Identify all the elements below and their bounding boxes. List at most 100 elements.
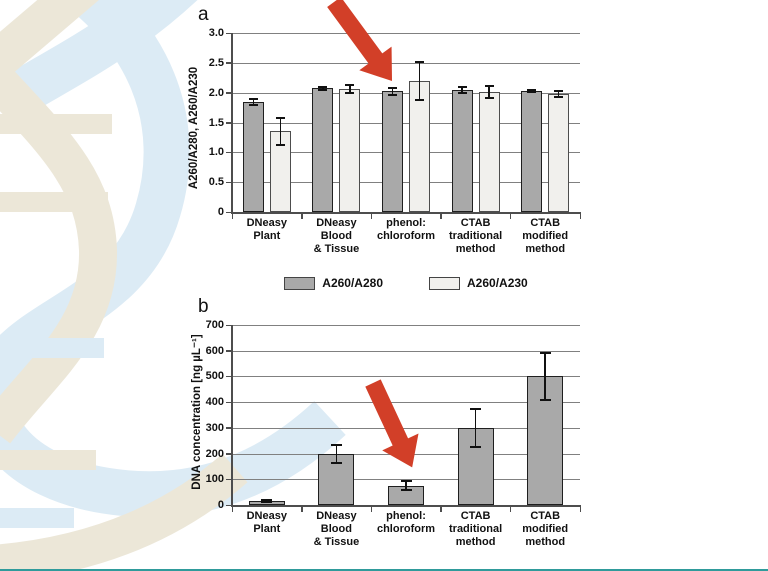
legend-label: A260/A280 xyxy=(322,276,383,290)
category-label-line: traditional xyxy=(449,230,503,242)
gridline xyxy=(232,122,580,124)
x-tick xyxy=(370,212,373,219)
category-label-line: Blood xyxy=(320,523,352,535)
category-label-line: method xyxy=(455,243,496,255)
x-tick xyxy=(509,505,512,512)
category-label-line: CTAB xyxy=(530,217,561,229)
category-label-line: chloroform xyxy=(376,523,436,535)
error-cap xyxy=(457,85,467,88)
category-label: CTAB traditional method xyxy=(430,510,522,549)
category-label: CTAB traditional method xyxy=(430,217,522,256)
error-bar xyxy=(279,117,282,146)
category-label-line: phenol: xyxy=(386,217,426,229)
error-cap xyxy=(484,97,494,100)
error-cap xyxy=(457,91,467,94)
error-cap xyxy=(415,60,424,63)
error-bar xyxy=(335,444,338,463)
error-cap xyxy=(388,86,397,89)
gridline xyxy=(232,182,580,184)
x-tick xyxy=(579,505,581,512)
error-cap xyxy=(318,88,328,91)
x-axis-line xyxy=(231,212,580,214)
error-bar xyxy=(418,61,421,100)
error-cap xyxy=(400,489,412,492)
gridline xyxy=(232,92,580,94)
y-axis-line xyxy=(231,325,233,505)
bar-A260A230-3 xyxy=(478,92,500,212)
bar-A260A280-2 xyxy=(382,91,403,212)
error-bar xyxy=(391,87,394,96)
x-tick xyxy=(579,212,581,219)
x-axis-line xyxy=(231,505,580,507)
error-cap xyxy=(539,352,551,355)
helix-strand-icon xyxy=(10,0,198,112)
error-cap xyxy=(345,83,355,86)
y-tick-label: 700 xyxy=(205,319,224,331)
error-cap xyxy=(248,97,258,100)
category-label-line: phenol: xyxy=(386,510,426,522)
red-arrow-a-icon xyxy=(327,0,393,81)
category-label-line: modified xyxy=(522,230,569,242)
error-cap xyxy=(261,501,273,504)
category-label-line: CTAB xyxy=(460,217,491,229)
category-label: CTAB modified method xyxy=(499,217,591,256)
error-cap xyxy=(539,398,551,401)
legend-swatch xyxy=(284,276,316,290)
red-arrow-b-icon xyxy=(365,379,419,468)
bottom-edge-line xyxy=(0,568,768,571)
x-tick xyxy=(440,505,442,512)
category-label: phenol: chloroform xyxy=(360,217,452,243)
legend-item: A260/A230 xyxy=(429,276,528,290)
error-cap xyxy=(527,88,537,91)
gridline xyxy=(232,325,580,326)
error-cap xyxy=(330,461,342,464)
y-axis-title: DNA concentration [ng µL⁻¹] xyxy=(191,334,203,490)
category-label-line: method xyxy=(525,536,566,548)
helix-rung-icon xyxy=(0,114,112,134)
error-cap xyxy=(275,116,285,119)
category-label-line: chloroform xyxy=(376,230,436,242)
error-cap xyxy=(345,92,355,95)
error-cap xyxy=(470,407,482,410)
bar-A260A230-1 xyxy=(339,89,361,212)
category-label-line: method xyxy=(525,243,566,255)
error-bar xyxy=(557,91,560,98)
category-label-line: & Tissue xyxy=(313,243,360,255)
legend-label: A260/A230 xyxy=(467,276,528,290)
gridline xyxy=(232,479,580,481)
error-bar xyxy=(474,408,477,448)
category-label-line: Plant xyxy=(253,523,281,535)
y-axis-title: A260/A280, A260/A230 xyxy=(188,66,200,190)
panel-a-label: a xyxy=(198,4,209,25)
error-bar xyxy=(405,481,407,491)
helix-rung-icon xyxy=(0,508,74,528)
error-bar xyxy=(461,86,463,93)
helix-rung-icon xyxy=(0,192,108,212)
error-bar xyxy=(544,353,546,400)
gridline xyxy=(232,376,580,378)
helix-strand-icon xyxy=(0,0,99,85)
category-label-line: method xyxy=(455,536,496,548)
y-tick-label: 3.0 xyxy=(208,27,224,39)
x-tick xyxy=(509,212,512,219)
helix-rung-icon xyxy=(0,450,96,470)
error-cap xyxy=(554,90,564,93)
gridline xyxy=(232,350,580,352)
helix-strand-icon xyxy=(0,55,118,444)
bar-A260A280-0 xyxy=(242,101,264,212)
bar-A260A280-4 xyxy=(521,90,543,212)
error-cap xyxy=(484,85,494,88)
category-label: CTAB modified method xyxy=(499,510,591,549)
legend: A260/A280 A260/A230 xyxy=(232,276,580,290)
y-tick-label: 0 xyxy=(217,206,224,218)
error-cap xyxy=(527,91,537,94)
legend-swatch xyxy=(429,276,460,290)
x-tick xyxy=(370,505,373,512)
category-label-line: & Tissue xyxy=(313,536,360,548)
category-label: phenol: chloroform xyxy=(360,510,452,536)
error-bar xyxy=(349,84,351,94)
error-cap xyxy=(400,480,412,483)
category-label-line: traditional xyxy=(449,523,503,535)
error-cap xyxy=(330,443,342,446)
